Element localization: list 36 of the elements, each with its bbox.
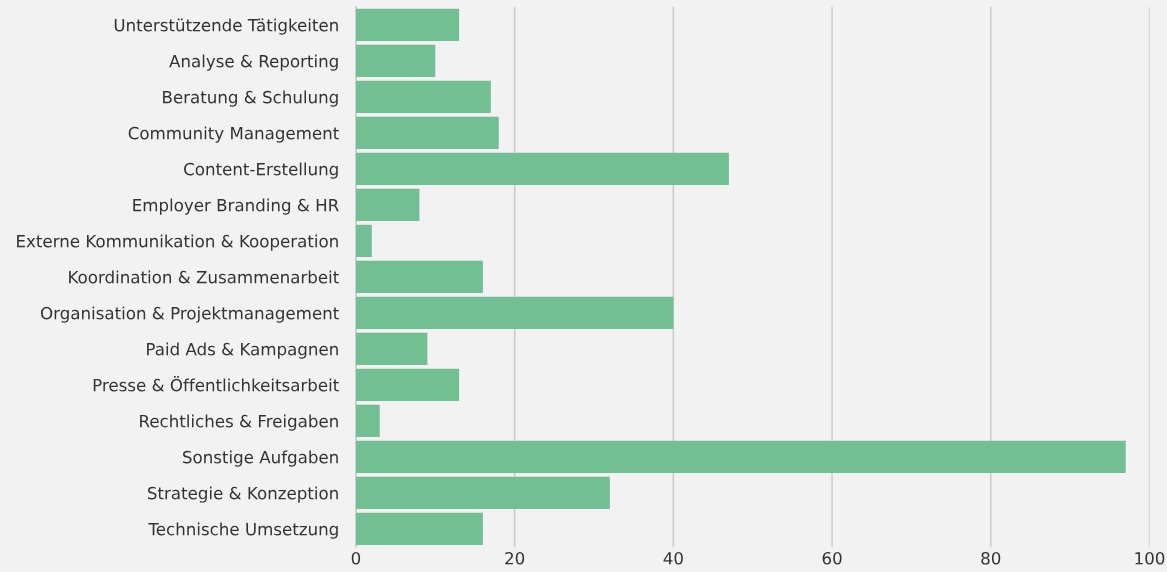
x-tick-label: 80 xyxy=(981,551,1001,565)
y-tick-label: Technische Umsetzung xyxy=(148,522,338,539)
bar xyxy=(355,188,420,222)
bar xyxy=(355,260,483,294)
bar xyxy=(355,440,1126,474)
bar xyxy=(355,512,483,546)
bar xyxy=(355,152,729,186)
y-tick-label: Organisation & Projektmanagement xyxy=(40,306,339,323)
y-tick-label: Externe Kommunikation & Kooperation xyxy=(17,234,338,251)
x-tick-label: 0 xyxy=(351,551,361,565)
y-tick-label: Strategie & Konzeption xyxy=(147,486,338,503)
x-tick-label: 20 xyxy=(505,551,525,565)
x-tick-label: 60 xyxy=(822,551,842,565)
bar xyxy=(355,476,610,510)
x-tick-label: 100 xyxy=(1135,551,1165,565)
bar xyxy=(355,116,499,150)
y-tick-label: Content-Erstellung xyxy=(184,162,338,179)
y-tick-label: Rechtliches & Freigaben xyxy=(140,414,338,431)
y-tick-label: Sonstige Aufgaben xyxy=(183,450,338,467)
bar xyxy=(355,368,460,402)
bar xyxy=(355,332,428,366)
y-tick-label: Analyse & Reporting xyxy=(169,54,338,71)
bar xyxy=(355,8,460,42)
bar xyxy=(355,224,372,258)
bar xyxy=(355,404,380,438)
bar xyxy=(355,80,491,114)
bar xyxy=(355,296,674,330)
y-tick-label: Paid Ads & Kampagnen xyxy=(147,342,338,359)
y-tick-label: Presse & Öffentlichkeitsarbeit xyxy=(93,375,339,392)
x-tick-label: 40 xyxy=(663,551,683,565)
bar xyxy=(355,44,436,78)
y-tick-label: Beratung & Schulung xyxy=(163,90,338,107)
y-tick-label: Unterstützende Tätigkeiten xyxy=(114,18,338,35)
y-tick-label: Koordination & Zusammenarbeit xyxy=(69,270,339,284)
y-tick-label: Employer Branding & HR xyxy=(133,198,339,215)
y-tick-label: Community Management xyxy=(128,126,339,143)
